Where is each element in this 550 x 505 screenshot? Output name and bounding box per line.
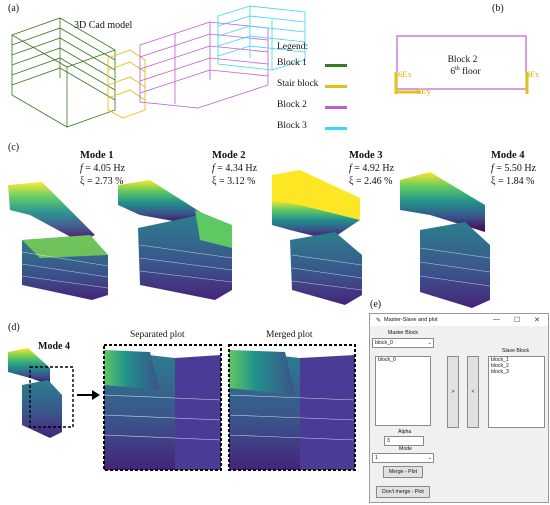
- panel-label-c: (c): [8, 142, 20, 153]
- maximize-button[interactable]: ☐: [514, 317, 521, 324]
- floor-plan: [394, 35, 529, 94]
- legend-swatch-stair: [325, 85, 347, 88]
- merge-plot-button[interactable]: Merge - Plot: [383, 466, 423, 478]
- list-item[interactable]: block_3: [491, 369, 509, 375]
- mode-label: Mode: [399, 446, 412, 452]
- legend-label-stair: Stair block: [277, 79, 319, 89]
- alpha-label: Alpha: [398, 429, 412, 435]
- floorplan-block: Block 2: [447, 55, 478, 65]
- mode-shape-4: [400, 172, 491, 308]
- mode-select[interactable]: 1 ⌄: [372, 453, 434, 463]
- mode1-damping: ξ = 2.73 %: [80, 176, 124, 187]
- master-slave-window: ✎ Master-Slave and plot — ☐ ✕ Master Blo…: [369, 313, 549, 503]
- mode2-damping: ξ = 3.12 %: [212, 176, 256, 187]
- legend-swatch-block3: [325, 127, 347, 130]
- mode4-small: [8, 348, 62, 438]
- panel-label-e: (e): [370, 299, 382, 310]
- mode-shape-2: [118, 180, 233, 300]
- list-item[interactable]: block_0: [378, 357, 396, 363]
- feather-icon: ✎: [376, 317, 382, 324]
- mode4-title: Mode 4: [491, 150, 525, 161]
- list-item[interactable]: block_1: [491, 357, 509, 363]
- mode3-damping: ξ = 2.46 %: [349, 176, 393, 187]
- slave-block-label: Slave Block: [502, 348, 530, 354]
- cad-stair: [107, 49, 146, 119]
- panel-label-d: (d): [8, 322, 20, 333]
- window-titlebar: ✎ Master-Slave and plot: [370, 314, 548, 326]
- mode3-title: Mode 3: [349, 150, 383, 161]
- panel-label-b: (b): [492, 3, 504, 14]
- merged-plot: [228, 344, 356, 471]
- mode2-title: Mode 2: [212, 150, 246, 161]
- alpha-input[interactable]: 3: [384, 436, 424, 446]
- mode1-freq: f = 4.05 Hz: [80, 163, 126, 174]
- chevron-down-icon: ⌄: [427, 455, 432, 461]
- master-block-label: Master Block: [388, 330, 418, 336]
- label-6fx: 6Fx: [526, 69, 540, 79]
- mode4-damping: ξ = 1.84 %: [491, 176, 535, 187]
- merged-plot-title: Merged plot: [266, 330, 313, 340]
- dont-merge-plot-button[interactable]: Don't merge - Plot: [376, 486, 430, 498]
- separated-plot: [103, 344, 222, 471]
- mode-shape-3: [272, 170, 363, 305]
- legend-swatch-block2: [325, 106, 347, 109]
- legend-label-block3: Block 3: [277, 121, 307, 131]
- arrow: [77, 390, 100, 400]
- cad-title: 3D Cad model: [74, 20, 133, 31]
- legend-label-block1: Block 1: [277, 58, 307, 68]
- mode-shape-1: [8, 182, 109, 300]
- list-item[interactable]: block_2: [491, 363, 509, 369]
- mode1-title: Mode 1: [80, 150, 114, 161]
- slave-block-list[interactable]: block_1 block_2 block_3: [488, 356, 545, 428]
- master-block-list[interactable]: block_0: [375, 356, 431, 426]
- label-6ey: 6Ey: [417, 86, 431, 96]
- cad-block3: [217, 5, 306, 71]
- minimize-button[interactable]: —: [493, 316, 500, 323]
- label-6ex: 6Ex: [398, 69, 412, 79]
- close-button[interactable]: ✕: [534, 317, 540, 324]
- chevron-down-icon: ⌄: [427, 340, 432, 346]
- legend-title: Legend:: [277, 42, 309, 52]
- legend-label-block2: Block 2: [277, 100, 307, 110]
- mode2-freq: f = 4.34 Hz: [212, 163, 258, 174]
- floorplan-floor: 6th floor: [450, 66, 481, 78]
- separated-plot-title: Separated plot: [130, 330, 185, 340]
- move-to-slave-button[interactable]: >: [447, 356, 459, 428]
- master-block-select[interactable]: block_0 ⌄: [372, 338, 434, 348]
- mode4-zoom-title: Mode 4: [38, 341, 70, 352]
- mode4-freq: f = 5.50 Hz: [491, 163, 537, 174]
- cad-block2: [139, 21, 269, 109]
- window-title: Master-Slave and plot: [384, 317, 438, 323]
- zoom-box: [29, 366, 74, 428]
- mode3-freq: f = 4.92 Hz: [349, 163, 395, 174]
- legend-swatch-block1: [325, 64, 347, 67]
- panel-label-a: (a): [8, 3, 20, 14]
- move-to-master-button[interactable]: <: [467, 356, 479, 428]
- cad-block1: [11, 17, 116, 128]
